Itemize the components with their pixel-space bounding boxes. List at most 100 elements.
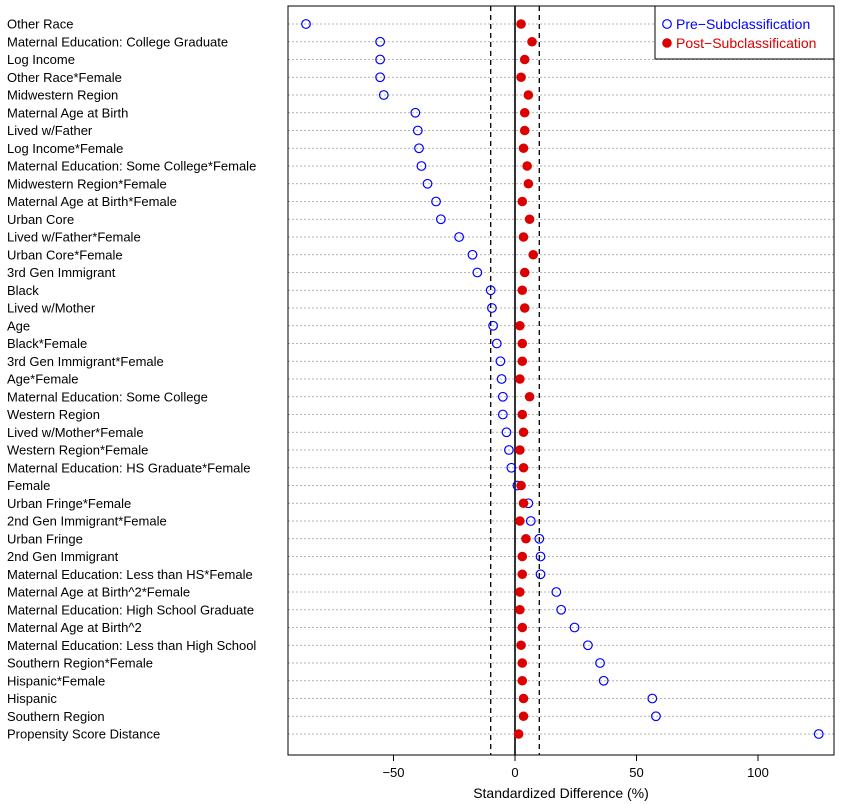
post-subclassification-point: [518, 693, 529, 704]
pre-subclassification-point: [497, 391, 508, 402]
covariate-label: Age*Female: [7, 372, 79, 387]
pre-subclassification-point: [496, 374, 507, 384]
post-subclassification-point: [519, 303, 530, 313]
pre-subclassification-point: [467, 249, 478, 260]
covariate-label: 3rd Gen Immigrant*Female: [7, 354, 164, 369]
covariate-label: Maternal Age at Birth^2: [7, 620, 142, 635]
post-subclassification-point: [521, 533, 531, 544]
post-subclassification-point: [515, 516, 525, 526]
reference-lines: [490, 6, 540, 755]
post-subclassification-point: [518, 143, 529, 154]
pre-subclassification-point: [651, 711, 661, 722]
post-subclassification-point: [517, 622, 528, 633]
pre-subclassification-point: [556, 604, 567, 615]
covariate-label: Maternal Education: Less than High Schoo…: [7, 638, 256, 653]
pre-subclassification-point: [435, 214, 446, 225]
post-subclassification-point: [524, 391, 535, 402]
covariate-label: Urban Core: [7, 212, 74, 227]
covariate-label: Age: [7, 318, 30, 333]
post-subclassification-point: [517, 196, 528, 207]
pre-subclassification-point: [375, 54, 386, 65]
pre-subclassification-point: [431, 196, 441, 207]
covariate-label: Propensity Score Distance: [7, 727, 160, 742]
pre-subclassification-point: [422, 178, 433, 189]
pre-subclassification-point: [301, 19, 311, 29]
pre-subclassification-point: [497, 409, 508, 420]
pre-subclassification-point: [525, 516, 536, 526]
covariate-label: Black*Female: [7, 336, 87, 351]
post-subclassification-point: [517, 675, 528, 686]
covariate-label: 2nd Gen Immigrant: [7, 549, 119, 564]
pre-subclassification-point: [598, 675, 609, 686]
plot-frame: [287, 5, 835, 756]
covariate-label: Urban Fringe*Female: [7, 496, 131, 511]
covariate-label: Lived w/Mother: [7, 301, 96, 316]
covariate-labels: Other Race Maternal Education: College Gr…: [7, 17, 256, 742]
post-subclassification-point: [519, 107, 530, 118]
post-subclassification-point: [515, 320, 525, 331]
post-subclassification-point: [519, 125, 530, 136]
covariate-label: Maternal Education: HS Graduate*Female: [7, 460, 251, 475]
post-subclassification-point: [515, 445, 525, 455]
covariate-label: Other Race*Female: [7, 70, 122, 85]
post-subclassification-point: [518, 498, 529, 509]
post-subclassification-point: [518, 232, 529, 242]
covariate-label: Maternal Education: Less than HS*Female: [7, 567, 253, 582]
covariate-label: Urban Fringe: [7, 531, 83, 546]
covariate-label: Maternal Age at Birth^2*Female: [7, 585, 190, 600]
post-subclassification-point: [517, 285, 528, 296]
legend: Pre−Subclassification Post−Subclassifica…: [654, 5, 835, 60]
pre-subclassification-point: [410, 107, 421, 118]
data-points: [301, 19, 824, 739]
post-subclassification-point: [515, 604, 525, 615]
covariate-label: Southern Region: [7, 709, 105, 724]
gridlines: [288, 23, 834, 735]
pre-subclassification-point: [647, 693, 658, 704]
covariate-label: Log Income*Female: [7, 141, 123, 156]
post-subclassification-point: [517, 658, 528, 668]
covariate-label: Western Region: [7, 407, 100, 422]
pre-subclassification-point: [454, 232, 465, 242]
post-subclassification-point: [517, 409, 528, 420]
post-subclassification-point: [527, 36, 537, 47]
covariate-label: Maternal Age at Birth*Female: [7, 194, 177, 209]
post-subclassification-point: [519, 54, 530, 65]
covariate-label: Hispanic*Female: [7, 673, 105, 688]
post-subclassification-point: [516, 72, 526, 83]
post-subclassification-point: [518, 462, 529, 473]
post-subclassification-point: [515, 374, 525, 384]
pre-subclassification-point: [495, 356, 506, 367]
pre-subclassification-point: [583, 640, 593, 651]
pre-subclassification-point: [506, 462, 517, 473]
legend-marker-pre: [662, 19, 672, 29]
covariate-label: Western Region*Female: [7, 443, 148, 458]
covariate-label: Lived w/Father*Female: [7, 230, 141, 245]
pre-subclassification-point: [535, 569, 546, 580]
post-subclassification-point: [524, 214, 535, 225]
covariate-label: Midwestern Region: [7, 88, 118, 103]
post-subclassification-point: [517, 356, 528, 367]
pre-subclassification-point: [488, 320, 499, 331]
pre-subclassification-point: [595, 658, 605, 668]
x-tick-label: 0: [511, 765, 518, 780]
pre-subclassification-point: [375, 36, 386, 47]
post-subclassification-point: [516, 640, 526, 651]
post-subclassification-point: [518, 427, 529, 438]
covariate-label: Hispanic: [7, 691, 57, 706]
post-subclassification-point: [516, 480, 526, 491]
covariate-label: Black: [7, 283, 39, 298]
x-axis: −50 0 50 100: [382, 755, 769, 780]
pre-subclassification-point: [487, 303, 497, 313]
post-subclassification-point: [518, 711, 529, 722]
pre-subclassification-point: [501, 427, 512, 438]
covariate-label: Lived w/Mother*Female: [7, 425, 144, 440]
pre-subclassification-point: [375, 72, 386, 83]
pre-subclassification-point: [551, 587, 562, 597]
x-tick-label: 50: [629, 765, 643, 780]
covariate-label: Maternal Education: College Graduate: [7, 34, 228, 49]
pre-subclassification-point: [472, 267, 483, 278]
pre-subclassification-point: [535, 551, 546, 562]
pre-subclassification-point: [569, 622, 580, 633]
pre-subclassification-point: [485, 285, 496, 296]
